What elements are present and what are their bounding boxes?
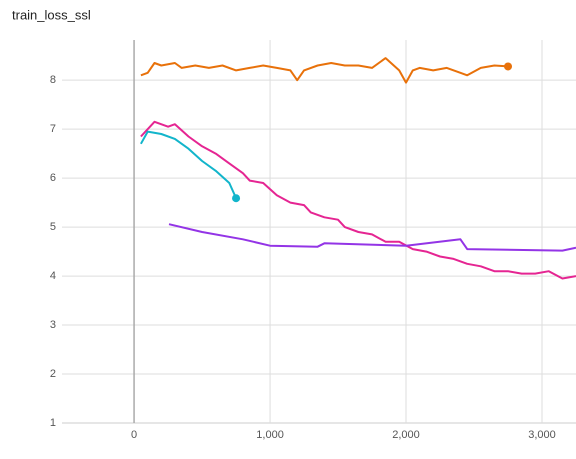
end-point bbox=[232, 194, 241, 203]
line bbox=[140, 57, 509, 84]
y-tick-label: 7 bbox=[50, 123, 56, 135]
end-point bbox=[504, 62, 513, 71]
y-tick-label: 2 bbox=[50, 368, 56, 380]
y-tick-label: 4 bbox=[50, 270, 56, 282]
y-tick-label: 8 bbox=[50, 74, 56, 86]
y-tick-label: 1 bbox=[50, 417, 56, 429]
y-tick-label: 5 bbox=[50, 221, 56, 233]
x-tick-label: 2,000 bbox=[392, 429, 420, 441]
x-tick-label: 1,000 bbox=[256, 429, 284, 441]
line bbox=[140, 120, 576, 280]
chart-title: train_loss_ssl bbox=[12, 7, 91, 22]
y-tick-label: 6 bbox=[50, 172, 56, 184]
y-tick-label: 3 bbox=[50, 319, 56, 331]
line bbox=[140, 130, 238, 199]
x-tick-label: 0 bbox=[131, 429, 137, 441]
x-tick-label: 3,000 bbox=[528, 429, 556, 441]
line bbox=[168, 223, 576, 252]
